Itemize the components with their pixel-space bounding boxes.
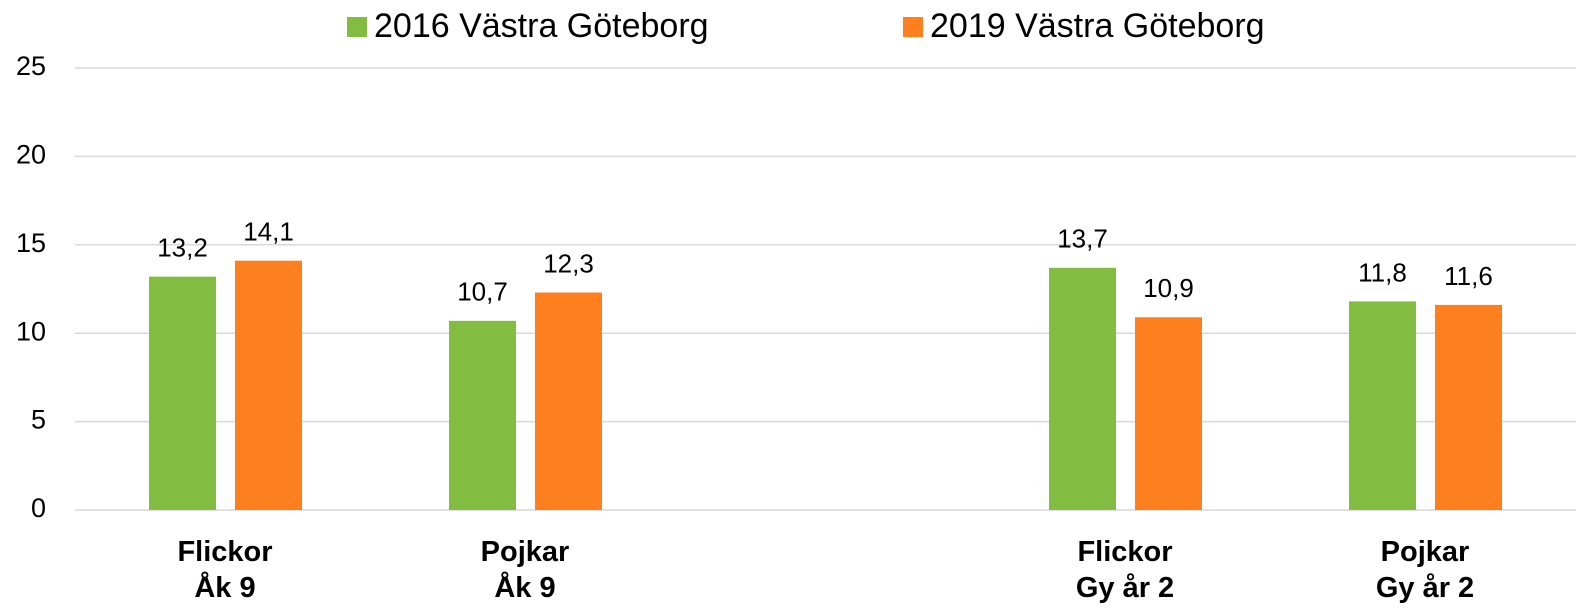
- bar: [449, 320, 516, 510]
- y-tick-label: 15: [16, 228, 46, 258]
- legend-swatch: [903, 17, 923, 37]
- value-label: 11,6: [1444, 261, 1493, 291]
- y-tick-label: 5: [31, 405, 46, 435]
- value-label: 10,9: [1143, 273, 1194, 303]
- value-label: 11,8: [1358, 257, 1407, 287]
- bar: [1135, 317, 1202, 510]
- value-label: 13,7: [1057, 224, 1108, 254]
- x-tick-label: Flickor Gy år 2: [1075, 536, 1175, 604]
- bar: [535, 292, 602, 510]
- y-tick-label: 20: [16, 140, 46, 170]
- bar: [1349, 301, 1416, 510]
- x-tick-label: Pojkar Åk 9: [480, 536, 570, 604]
- legend-swatch: [347, 17, 367, 37]
- bar: [149, 276, 216, 510]
- value-label: 12,3: [543, 248, 594, 278]
- y-tick-label: 0: [31, 493, 46, 523]
- x-tick-label: Flickor Åk 9: [177, 536, 273, 604]
- value-label: 14,1: [243, 217, 294, 247]
- bar: [1435, 304, 1502, 510]
- value-label: 10,7: [457, 277, 508, 307]
- legend-label: 2016 Västra Göteborg: [374, 7, 709, 45]
- legend-label: 2019 Västra Göteborg: [930, 7, 1265, 45]
- x-tick-label: Pojkar Gy år 2: [1375, 536, 1475, 604]
- y-tick-label: 25: [16, 51, 46, 81]
- bar: [1049, 267, 1116, 510]
- y-tick-label: 10: [16, 316, 46, 346]
- bar: [235, 260, 302, 510]
- value-label: 13,2: [157, 232, 208, 262]
